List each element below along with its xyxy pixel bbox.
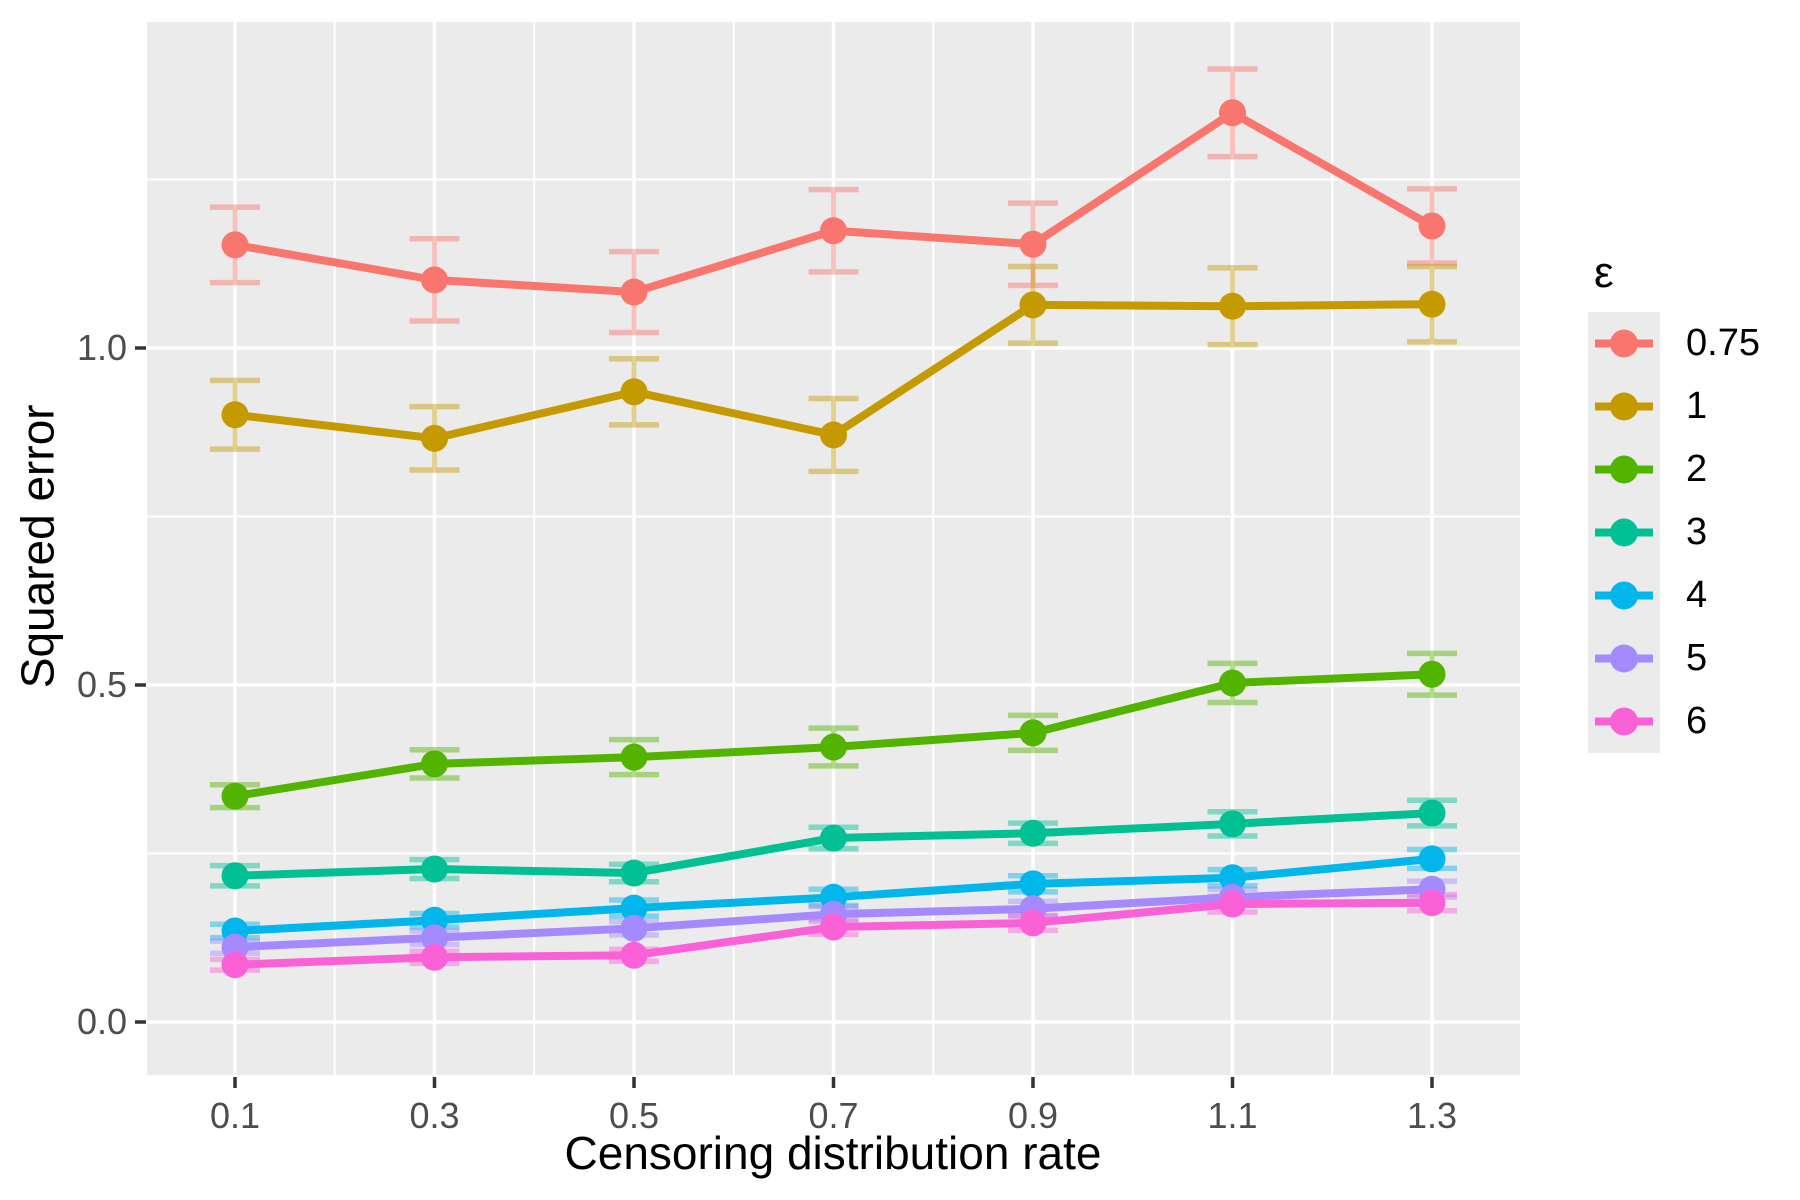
legend-entry-2: 2 bbox=[1588, 438, 1760, 501]
x-tick-label: 0.3 bbox=[409, 1095, 459, 1136]
data-point-2-x0.5 bbox=[620, 743, 648, 771]
legend-entry-6: 6 bbox=[1588, 690, 1760, 753]
data-point-3-x1.1 bbox=[1219, 810, 1246, 838]
legend-rows: 0.75 1 2 3 4 5 6 bbox=[1588, 312, 1760, 753]
legend-label: 5 bbox=[1686, 637, 1708, 679]
legend: ε 0.75 1 2 3 4 5 6 bbox=[1588, 248, 1760, 753]
legend-key-icon bbox=[1588, 690, 1660, 753]
data-point-4-x0.5 bbox=[620, 894, 648, 922]
y-axis-title: Squared error bbox=[11, 404, 64, 689]
x-tick-label: 0.9 bbox=[1008, 1095, 1058, 1136]
legend-key-icon bbox=[1588, 375, 1660, 438]
data-point-1-x0.5 bbox=[620, 378, 648, 406]
y-tick-label: 0.5 bbox=[77, 664, 127, 705]
data-point-3-x0.9 bbox=[1019, 819, 1047, 847]
data-point-2-x1.1 bbox=[1219, 669, 1246, 697]
data-point-4-x1.3 bbox=[1418, 845, 1446, 873]
data-point-0.75-x0.3 bbox=[421, 266, 448, 294]
legend-key-icon bbox=[1588, 627, 1660, 690]
data-point-1-x0.1 bbox=[221, 401, 249, 429]
data-point-1-x0.7 bbox=[820, 421, 847, 449]
data-point-2-x0.9 bbox=[1019, 719, 1047, 747]
legend-key-icon bbox=[1588, 501, 1660, 564]
data-point-3-x1.3 bbox=[1418, 799, 1446, 827]
legend-entry-1: 1 bbox=[1588, 375, 1760, 438]
legend-key-icon bbox=[1588, 438, 1660, 501]
x-tick-label: 0.7 bbox=[808, 1095, 858, 1136]
x-tick-label: 0.1 bbox=[210, 1095, 260, 1136]
data-point-4-x1.1 bbox=[1219, 864, 1246, 892]
data-point-6-x0.5 bbox=[620, 941, 648, 969]
y-tick-label: 1.0 bbox=[77, 327, 127, 368]
legend-label: 1 bbox=[1686, 385, 1708, 427]
data-point-0.75-x0.9 bbox=[1019, 230, 1047, 258]
legend-entry-4: 4 bbox=[1588, 564, 1760, 627]
data-point-1-x0.9 bbox=[1019, 291, 1047, 319]
data-point-6-x0.1 bbox=[221, 951, 249, 979]
legend-label: 3 bbox=[1686, 511, 1708, 553]
x-tick-label: 1.3 bbox=[1407, 1095, 1457, 1136]
legend-entry-0.75: 0.75 bbox=[1588, 312, 1760, 375]
data-point-0.75-x0.5 bbox=[620, 278, 648, 306]
data-point-0.75-x0.7 bbox=[820, 217, 847, 245]
legend-entry-3: 3 bbox=[1588, 501, 1760, 564]
legend-key-icon bbox=[1588, 312, 1660, 375]
data-point-2-x0.1 bbox=[221, 782, 249, 810]
data-point-5-x0.3 bbox=[421, 924, 448, 952]
data-point-0.75-x1.3 bbox=[1418, 212, 1446, 240]
x-tick-label: 1.1 bbox=[1207, 1095, 1257, 1136]
data-point-3-x0.5 bbox=[620, 859, 648, 887]
data-point-6-x1.3 bbox=[1418, 889, 1446, 917]
legend-label: 6 bbox=[1686, 700, 1708, 742]
legend-label: 0.75 bbox=[1686, 322, 1760, 364]
data-point-6-x0.3 bbox=[421, 943, 448, 971]
data-point-0.75-x1.1 bbox=[1219, 99, 1246, 127]
data-point-5-x0.5 bbox=[620, 914, 648, 942]
legend-entry-5: 5 bbox=[1588, 627, 1760, 690]
data-point-6-x0.7 bbox=[820, 913, 847, 941]
data-point-3-x0.1 bbox=[221, 862, 249, 890]
legend-label: 2 bbox=[1686, 448, 1708, 490]
legend-title: ε bbox=[1594, 248, 1614, 297]
data-point-3-x0.3 bbox=[421, 855, 448, 883]
data-point-2-x0.7 bbox=[820, 733, 847, 761]
legend-key-icon bbox=[1588, 564, 1660, 627]
data-point-6-x0.9 bbox=[1019, 909, 1047, 937]
data-point-1-x1.1 bbox=[1219, 292, 1246, 320]
data-point-1-x0.3 bbox=[421, 424, 448, 452]
data-point-2-x0.3 bbox=[421, 750, 448, 778]
x-tick-label: 0.5 bbox=[609, 1095, 659, 1136]
y-tick-label: 0.0 bbox=[77, 1001, 127, 1042]
data-point-1-x1.3 bbox=[1418, 290, 1446, 318]
data-point-3-x0.7 bbox=[820, 824, 847, 852]
data-point-0.75-x0.1 bbox=[221, 231, 249, 259]
data-point-4-x0.9 bbox=[1019, 870, 1047, 898]
data-point-2-x1.3 bbox=[1418, 660, 1446, 688]
x-axis-title: Censoring distribution rate bbox=[564, 1127, 1102, 1179]
legend-label: 4 bbox=[1686, 574, 1708, 616]
data-point-6-x1.1 bbox=[1219, 890, 1246, 918]
